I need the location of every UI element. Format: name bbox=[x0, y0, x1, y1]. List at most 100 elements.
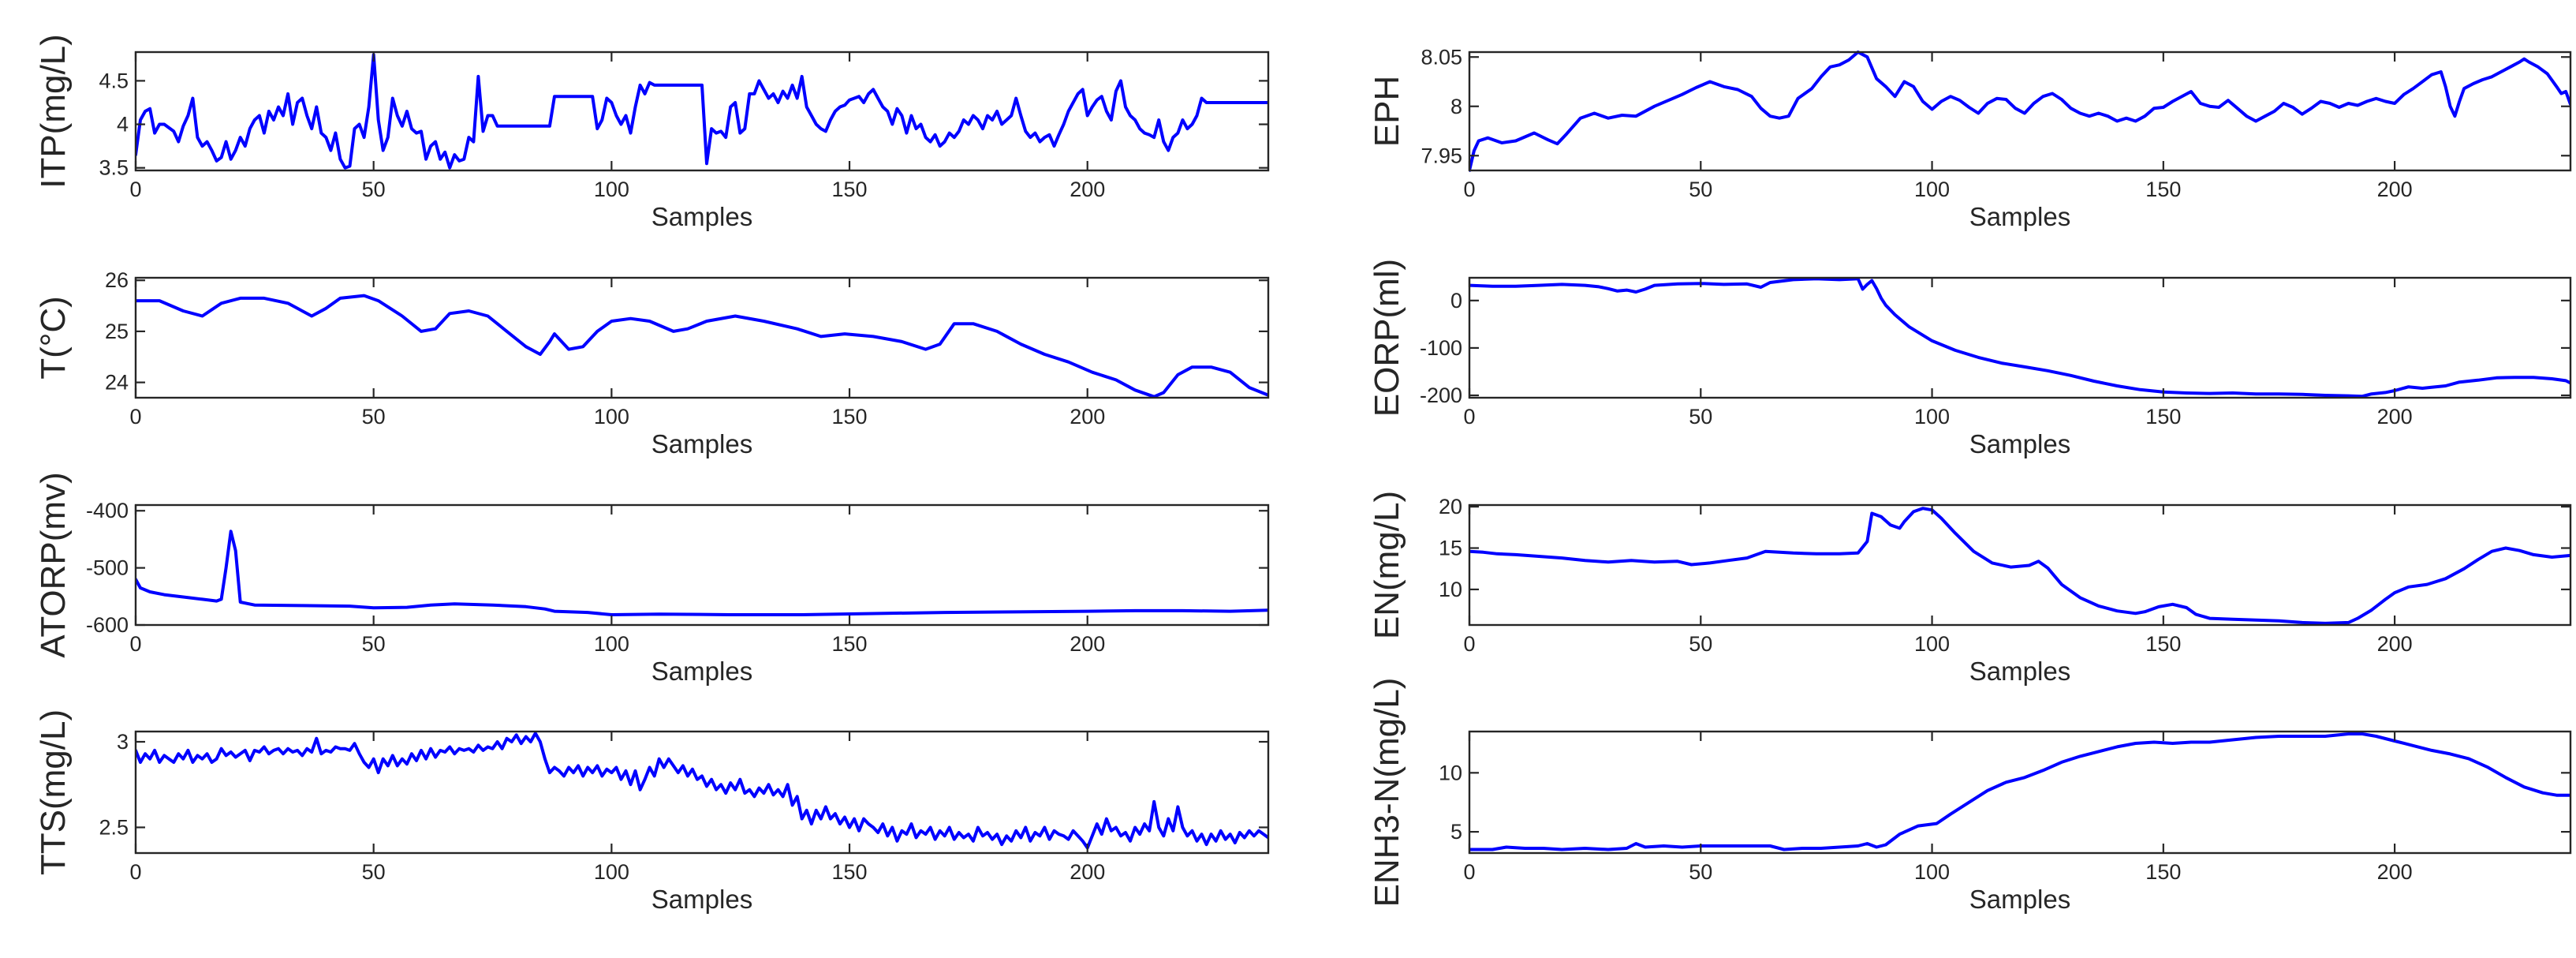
y-tick-label: -200 bbox=[1420, 384, 1462, 407]
x-tick-label: 0 bbox=[129, 860, 141, 884]
x-tick-label: 150 bbox=[2145, 405, 2181, 428]
y-tick-label: 8.05 bbox=[1421, 45, 1462, 69]
y-tick-label: 0 bbox=[1450, 289, 1462, 312]
x-tick-label: 50 bbox=[1689, 405, 1712, 428]
x-tick-label: 50 bbox=[1689, 178, 1712, 201]
x-axis-label: Samples bbox=[1969, 885, 2070, 914]
x-tick-label: 200 bbox=[1070, 632, 1105, 656]
axes-box bbox=[1468, 51, 2572, 172]
y-axis-label: EPH bbox=[1368, 76, 1406, 147]
y-axis-label: TTS(mg/L) bbox=[34, 709, 73, 875]
x-tick-label: 0 bbox=[1463, 178, 1475, 201]
x-tick-label: 100 bbox=[1914, 178, 1950, 201]
x-tick-label: 200 bbox=[1070, 178, 1105, 201]
y-tick-label: 24 bbox=[105, 371, 129, 395]
y-axis-label: EN(mg/L) bbox=[1368, 491, 1406, 639]
x-tick-label: 150 bbox=[832, 860, 868, 884]
subplot-eph: 0 50 100 150 200 7.95 8 8.05 Samples EPH bbox=[1368, 45, 2572, 231]
x-tick-label: 200 bbox=[2377, 632, 2413, 656]
axes-box bbox=[134, 503, 1270, 627]
y-tick-label: 20 bbox=[1439, 495, 1462, 518]
y-axis-label: T(°C) bbox=[34, 296, 73, 380]
x-tick-label: 150 bbox=[2145, 860, 2181, 884]
x-tick-label: 150 bbox=[832, 405, 868, 428]
series-line-eorp bbox=[1469, 277, 2570, 399]
series-line-atorp bbox=[136, 530, 1268, 616]
y-tick-label: 3.5 bbox=[99, 156, 129, 180]
y-tick-label: 4.5 bbox=[99, 69, 129, 92]
x-tick-label: 50 bbox=[362, 178, 386, 201]
y-tick-label: -500 bbox=[86, 556, 129, 580]
x-tick-label: 150 bbox=[832, 178, 868, 201]
x-tick-label: 50 bbox=[362, 860, 386, 884]
subplot-atorp-mv: 0 50 100 150 200 -600 -500 -400 Samples ATORP(mv) bbox=[34, 472, 1270, 686]
axes-box bbox=[134, 276, 1270, 399]
y-tick-label: -400 bbox=[86, 499, 129, 522]
x-tick-label: 50 bbox=[1689, 632, 1712, 656]
y-tick-label: 4 bbox=[117, 113, 129, 137]
y-tick-label: 3 bbox=[117, 730, 129, 754]
subplot-tts-mg-l: 0 50 100 150 200 2.5 3 Samples TTS(mg/L) bbox=[34, 709, 1270, 914]
subplot-enh3-n-mg-l: 0 50 100 150 200 5 10 Samples ENH3-N(mg/L) bbox=[1368, 678, 2572, 914]
x-axis-label: Samples bbox=[1969, 429, 2070, 458]
y-tick-label: 5 bbox=[1450, 820, 1462, 844]
y-tick-label: 10 bbox=[1439, 578, 1462, 601]
x-tick-label: 150 bbox=[2145, 178, 2181, 201]
subplot-itp-mg-l: 0 50 100 150 200 3.5 4 4.5 Samples ITP(mg/L) bbox=[34, 34, 1270, 231]
y-tick-label: 2.5 bbox=[99, 815, 129, 839]
axes-box bbox=[134, 730, 1270, 855]
x-tick-label: 100 bbox=[594, 632, 629, 656]
x-tick-label: 0 bbox=[1463, 632, 1475, 656]
x-tick-label: 200 bbox=[1070, 405, 1105, 428]
series-line-itp bbox=[136, 53, 1268, 170]
x-tick-label: 100 bbox=[594, 860, 629, 884]
x-tick-label: 0 bbox=[129, 405, 141, 428]
x-tick-label: 100 bbox=[1914, 860, 1950, 884]
x-axis-label: Samples bbox=[1969, 657, 2070, 686]
x-axis-label: Samples bbox=[651, 429, 752, 458]
x-tick-label: 100 bbox=[594, 405, 629, 428]
x-tick-label: 150 bbox=[832, 632, 868, 656]
y-tick-label: -600 bbox=[86, 613, 129, 637]
x-tick-label: 50 bbox=[362, 632, 386, 656]
x-tick-label: 0 bbox=[129, 178, 141, 201]
x-axis-label: Samples bbox=[651, 657, 752, 686]
y-axis-label: EORP(ml) bbox=[1368, 259, 1406, 417]
x-tick-label: 0 bbox=[1463, 860, 1475, 884]
y-tick-label: -100 bbox=[1420, 336, 1462, 360]
x-tick-label: 100 bbox=[1914, 405, 1950, 428]
y-axis-label: ITP(mg/L) bbox=[34, 34, 73, 189]
y-tick-label: 26 bbox=[105, 268, 129, 292]
axes-box bbox=[134, 51, 1270, 172]
axes-box bbox=[1468, 730, 2572, 855]
x-tick-label: 200 bbox=[2377, 178, 2413, 201]
x-axis-label: Samples bbox=[1969, 202, 2070, 231]
y-axis-label: ATORP(mv) bbox=[34, 472, 73, 657]
subplot-en-mg-l: 0 50 100 150 200 10 15 20 Samples EN(mg/L) bbox=[1368, 491, 2572, 686]
series-line-enh3-n bbox=[1469, 732, 2570, 851]
axes-box bbox=[1468, 503, 2572, 627]
x-tick-label: 0 bbox=[1463, 405, 1475, 428]
series-line-en bbox=[1469, 507, 2570, 625]
x-tick-label: 100 bbox=[1914, 632, 1950, 656]
series-line-tts bbox=[136, 732, 1268, 850]
x-tick-label: 200 bbox=[1070, 860, 1105, 884]
x-axis-label: Samples bbox=[651, 885, 752, 914]
axes-box bbox=[1468, 276, 2572, 399]
subplot-eorp-ml: 0 50 100 150 200 -200 -100 0 Samples EORP(ml) bbox=[1368, 259, 2572, 458]
y-tick-label: 7.95 bbox=[1421, 144, 1462, 167]
x-tick-label: 50 bbox=[1689, 860, 1712, 884]
y-tick-label: 25 bbox=[105, 320, 129, 343]
x-tick-label: 200 bbox=[2377, 405, 2413, 428]
series-line-t bbox=[136, 294, 1268, 399]
series-line-eph bbox=[1469, 51, 2570, 172]
x-axis-label: Samples bbox=[651, 202, 752, 231]
x-tick-label: 150 bbox=[2145, 632, 2181, 656]
y-tick-label: 10 bbox=[1439, 761, 1462, 784]
y-tick-label: 8 bbox=[1450, 95, 1462, 118]
subplot-t-c: 0 50 100 150 200 24 25 26 Samples T(°C) bbox=[34, 268, 1270, 458]
x-tick-label: 50 bbox=[362, 405, 386, 428]
x-tick-label: 0 bbox=[129, 632, 141, 656]
y-axis-label: ENH3-N(mg/L) bbox=[1368, 678, 1406, 907]
